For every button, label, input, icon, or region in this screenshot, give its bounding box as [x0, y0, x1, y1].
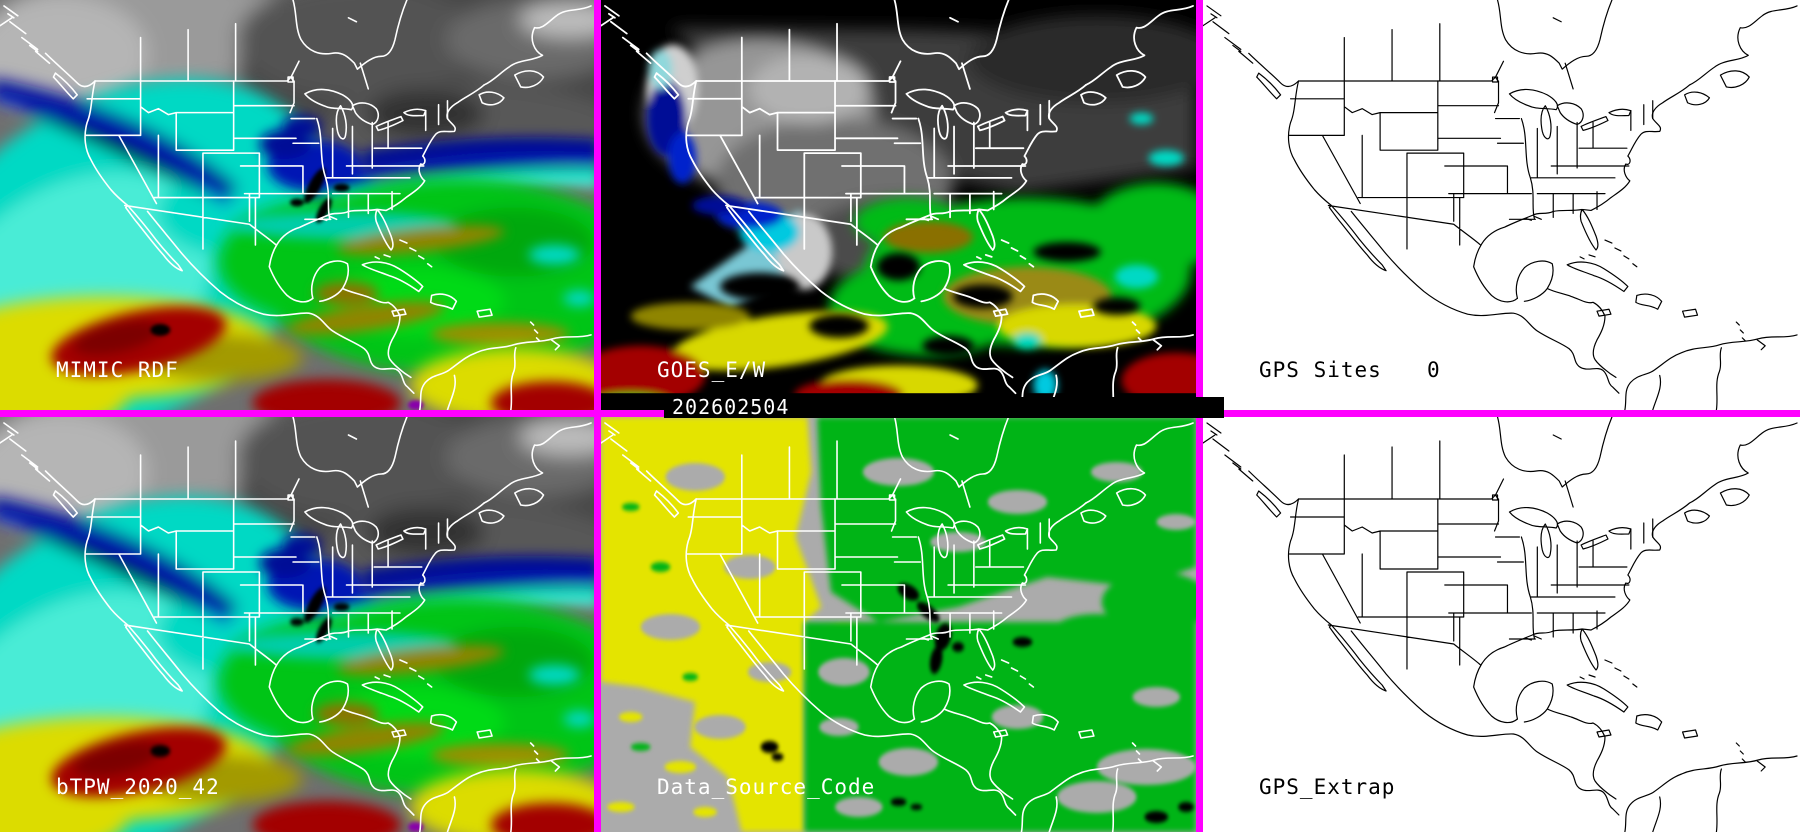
tpw-color-map-image — [0, 417, 594, 832]
timestamp-bar: 202602504 — [664, 397, 1224, 418]
north-america-outline — [1203, 0, 1798, 410]
panel-data-source-code: Data_Source_Code — [601, 417, 1196, 832]
data-source-map-image — [601, 417, 1196, 832]
panel-gps-sites: GPS Sites 0 — [1203, 0, 1800, 410]
panel-title-gps-extrap: GPS_Extrap — [1259, 775, 1396, 799]
panel-title-goes-e-w: GOES_E/W — [657, 358, 767, 382]
panel-mimic-rdf: MIMIC RDF — [0, 0, 594, 410]
tpw-color-map-image — [0, 0, 594, 410]
panel-btpw-2020-42: bTPW_2020_42 — [0, 417, 594, 832]
panel-title-data-source-code: Data_Source_Code — [657, 775, 876, 799]
panel-title-btpw-2020-42: bTPW_2020_42 — [56, 775, 220, 799]
panel-gps-extrap: GPS_Extrap — [1203, 417, 1800, 832]
gps-sites-count: 0 — [1427, 358, 1440, 382]
north-america-outline — [1203, 417, 1798, 832]
timestamp-text: 202602504 — [672, 395, 790, 419]
panel-title-gps-sites: GPS Sites — [1259, 358, 1382, 382]
panel-title-mimic-rdf: MIMIC RDF — [56, 358, 179, 382]
goes-tpw-map-image — [601, 0, 1196, 410]
panel-goes-e-w: GOES_E/W — [601, 0, 1196, 410]
outline-map-image — [1203, 417, 1798, 832]
outline-map-image — [1203, 0, 1798, 410]
